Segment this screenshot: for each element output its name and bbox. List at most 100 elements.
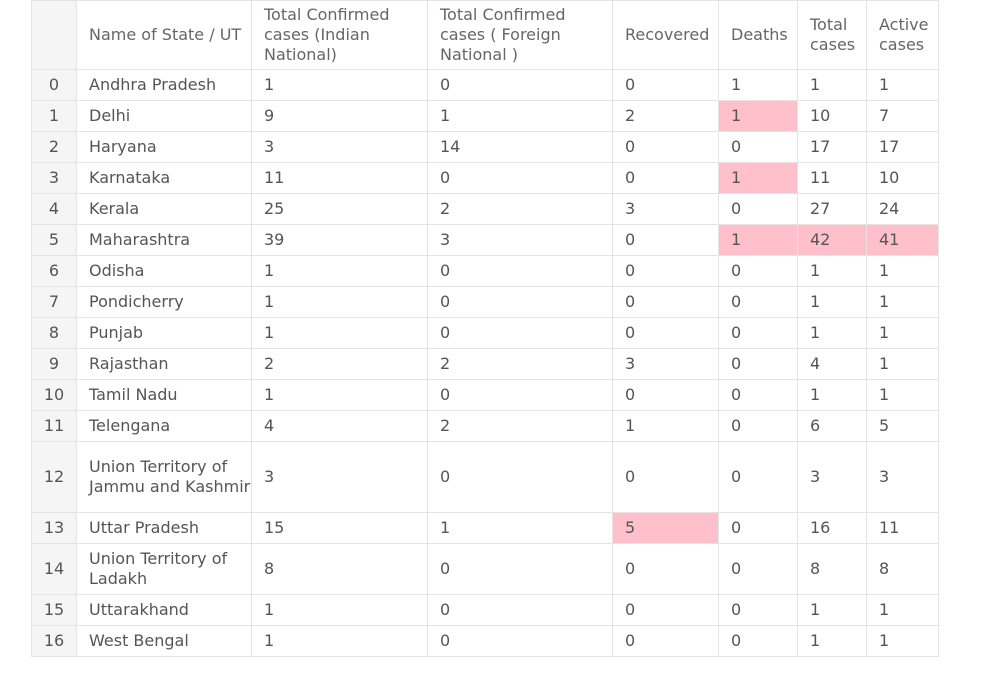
confirmed-indian-cell: 8 (251, 543, 428, 595)
deaths-cell: 0 (718, 410, 798, 442)
total-cases-cell: 1 (797, 379, 867, 411)
confirmed-indian-cell: 1 (251, 594, 428, 626)
recovered-cell: 0 (612, 162, 719, 194)
recovered-cell: 0 (612, 131, 719, 163)
recovered-cell: 0 (612, 255, 719, 287)
header-index (31, 0, 77, 70)
active-cases-cell: 1 (866, 69, 939, 101)
data-table-container: Name of State / UT Total Confirmed cases… (31, 0, 939, 657)
total-cases-cell: 1 (797, 255, 867, 287)
deaths-cell: 0 (718, 193, 798, 225)
confirmed-indian-cell: 25 (251, 193, 428, 225)
confirmed-foreign-cell: 14 (427, 131, 613, 163)
confirmed-foreign-cell: 2 (427, 410, 613, 442)
active-cases-cell: 1 (866, 379, 939, 411)
state-name-cell: Punjab (76, 317, 252, 349)
total-cases-cell: 4 (797, 348, 867, 380)
covid-cases-table: Name of State / UT Total Confirmed cases… (31, 0, 939, 657)
active-cases-cell: 17 (866, 131, 939, 163)
confirmed-indian-cell: 1 (251, 255, 428, 287)
confirmed-foreign-cell: 0 (427, 543, 613, 595)
confirmed-foreign-cell: 3 (427, 224, 613, 256)
table-row: 16 West Bengal 1 0 0 0 1 1 (31, 625, 939, 657)
confirmed-indian-cell: 39 (251, 224, 428, 256)
deaths-cell-highlighted: 1 (718, 162, 798, 194)
confirmed-indian-cell: 15 (251, 512, 428, 544)
row-index: 7 (31, 286, 77, 318)
recovered-cell: 0 (612, 317, 719, 349)
table-row: 8 Punjab 1 0 0 0 1 1 (31, 317, 939, 349)
confirmed-indian-cell: 3 (251, 131, 428, 163)
row-index: 1 (31, 100, 77, 132)
row-index: 14 (31, 543, 77, 595)
total-cases-cell: 1 (797, 286, 867, 318)
active-cases-cell-highlighted: 41 (866, 224, 939, 256)
confirmed-foreign-cell: 1 (427, 512, 613, 544)
active-cases-cell: 24 (866, 193, 939, 225)
deaths-cell-highlighted: 1 (718, 100, 798, 132)
state-name-cell: Delhi (76, 100, 252, 132)
state-name-cell: Union Territory of Jammu and Kashmir (76, 441, 252, 513)
confirmed-foreign-cell: 0 (427, 162, 613, 194)
row-index: 3 (31, 162, 77, 194)
confirmed-indian-cell: 9 (251, 100, 428, 132)
deaths-cell: 0 (718, 348, 798, 380)
row-index: 2 (31, 131, 77, 163)
confirmed-indian-cell: 1 (251, 286, 428, 318)
total-cases-cell: 27 (797, 193, 867, 225)
confirmed-indian-cell: 1 (251, 379, 428, 411)
total-cases-cell: 3 (797, 441, 867, 513)
header-state-name: Name of State / UT (76, 0, 252, 70)
recovered-cell: 1 (612, 410, 719, 442)
deaths-cell: 0 (718, 379, 798, 411)
row-index: 0 (31, 69, 77, 101)
total-cases-cell: 1 (797, 69, 867, 101)
row-index: 10 (31, 379, 77, 411)
active-cases-cell: 5 (866, 410, 939, 442)
active-cases-cell: 8 (866, 543, 939, 595)
deaths-cell: 1 (718, 69, 798, 101)
recovered-cell: 0 (612, 625, 719, 657)
table-row: 12 Union Territory of Jammu and Kashmir … (31, 441, 939, 513)
total-cases-cell: 1 (797, 317, 867, 349)
row-index: 6 (31, 255, 77, 287)
recovered-cell: 0 (612, 286, 719, 318)
table-row: 13 Uttar Pradesh 15 1 5 0 16 11 (31, 512, 939, 544)
active-cases-cell: 1 (866, 625, 939, 657)
row-index: 4 (31, 193, 77, 225)
table-row: 3 Karnataka 11 0 0 1 11 10 (31, 162, 939, 194)
table-row: 6 Odisha 1 0 0 0 1 1 (31, 255, 939, 287)
state-name-cell: Karnataka (76, 162, 252, 194)
recovered-cell: 0 (612, 379, 719, 411)
confirmed-foreign-cell: 0 (427, 317, 613, 349)
row-index: 16 (31, 625, 77, 657)
row-index: 9 (31, 348, 77, 380)
row-index: 15 (31, 594, 77, 626)
table-row: 0 Andhra Pradesh 1 0 0 1 1 1 (31, 69, 939, 101)
deaths-cell: 0 (718, 594, 798, 626)
confirmed-indian-cell: 2 (251, 348, 428, 380)
state-name-cell: Union Territory of Ladakh (76, 543, 252, 595)
active-cases-cell: 3 (866, 441, 939, 513)
table-row: 5 Maharashtra 39 3 0 1 42 41 (31, 224, 939, 256)
recovered-cell: 0 (612, 441, 719, 513)
confirmed-indian-cell: 4 (251, 410, 428, 442)
total-cases-cell: 1 (797, 594, 867, 626)
confirmed-foreign-cell: 1 (427, 100, 613, 132)
table-row: 7 Pondicherry 1 0 0 0 1 1 (31, 286, 939, 318)
total-cases-cell: 1 (797, 625, 867, 657)
deaths-cell: 0 (718, 512, 798, 544)
active-cases-cell: 10 (866, 162, 939, 194)
recovered-cell: 2 (612, 100, 719, 132)
header-deaths: Deaths (718, 0, 798, 70)
state-name-cell: Kerala (76, 193, 252, 225)
recovered-cell-highlighted: 5 (612, 512, 719, 544)
state-name-cell: Rajasthan (76, 348, 252, 380)
table-row: 15 Uttarakhand 1 0 0 0 1 1 (31, 594, 939, 626)
row-index: 12 (31, 441, 77, 513)
confirmed-foreign-cell: 0 (427, 594, 613, 626)
state-name-cell: Pondicherry (76, 286, 252, 318)
table-row: 2 Haryana 3 14 0 0 17 17 (31, 131, 939, 163)
total-cases-cell: 16 (797, 512, 867, 544)
confirmed-foreign-cell: 2 (427, 193, 613, 225)
